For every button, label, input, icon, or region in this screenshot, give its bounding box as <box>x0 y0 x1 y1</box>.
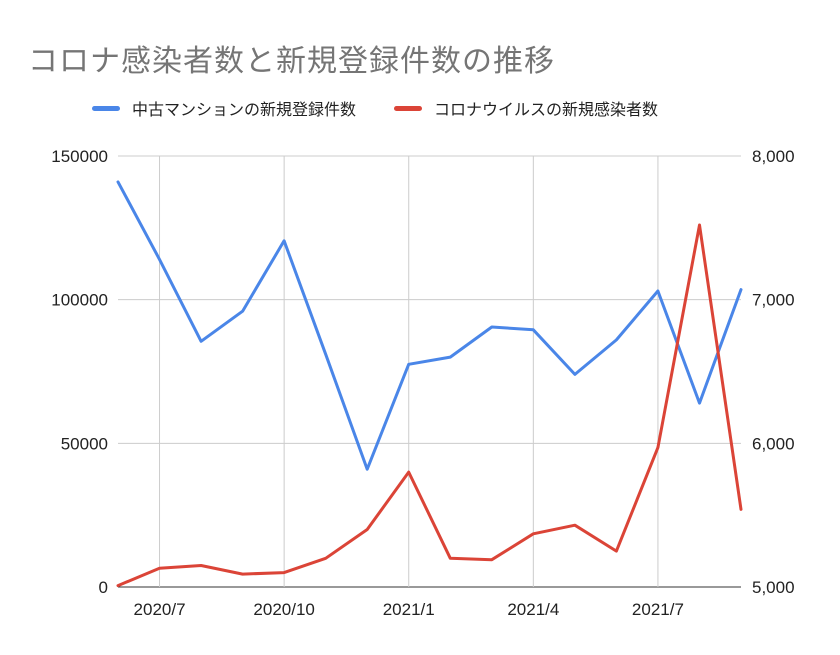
x-tick-label: 2021/4 <box>507 600 559 619</box>
y-right-tick-label: 6,000 <box>752 434 795 453</box>
x-tick-label: 2021/7 <box>632 600 684 619</box>
legend-swatch-listings <box>92 105 120 111</box>
x-tick-label: 2021/1 <box>383 600 435 619</box>
y-left-tick-label: 150000 <box>51 147 108 166</box>
y-left-tick-label: 100000 <box>51 291 108 310</box>
series-line-listings <box>116 180 743 471</box>
chart-title: コロナ感染者数と新規登録件数の推移 <box>28 44 555 79</box>
legend-item-listings: 中古マンションの新規登録件数 <box>92 96 356 120</box>
y-right-tick-label: 7,000 <box>752 291 795 310</box>
y-left-tick-label: 50000 <box>61 434 108 453</box>
legend-item-infections: コロナウイルスの新規感染者数 <box>394 96 658 120</box>
y-right-tick-label: 8,000 <box>752 147 795 166</box>
y-left-tick-label: 0 <box>99 578 108 597</box>
y-right-tick-label: 5,000 <box>752 578 795 597</box>
series-line-infections <box>116 223 743 588</box>
x-tick-label: 2020/10 <box>253 600 314 619</box>
legend-label-infections: コロナウイルスの新規感染者数 <box>434 100 659 119</box>
legend-swatch-infections <box>394 105 423 111</box>
legend-label-listings: 中古マンションの新規登録件数 <box>132 100 357 119</box>
x-tick-label: 2020/7 <box>134 600 186 619</box>
legend: 中古マンションの新規登録件数 コロナウイルスの新規感染者数 <box>92 96 696 120</box>
